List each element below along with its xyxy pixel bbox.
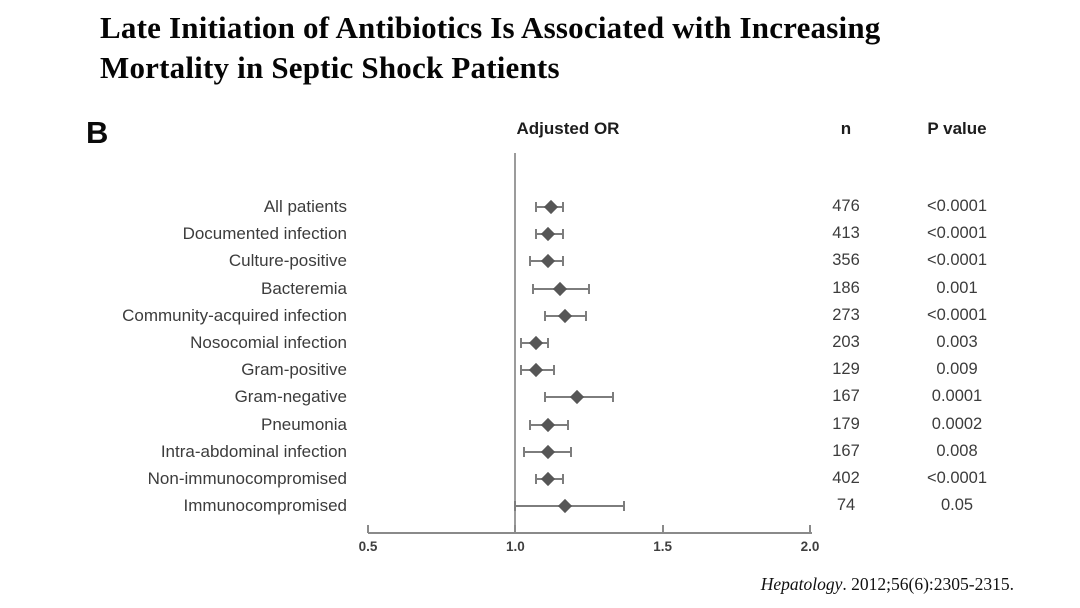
- row-label: Gram-negative: [234, 387, 347, 407]
- n-value: 476: [832, 197, 860, 215]
- ci-cap-low: [529, 419, 532, 430]
- ci-cap-low: [520, 338, 523, 348]
- or-marker: [540, 417, 555, 432]
- ci-cap-high: [546, 338, 549, 348]
- or-marker: [540, 227, 555, 242]
- column-header-n: n: [840, 119, 852, 138]
- p-value: 0.009: [936, 360, 978, 379]
- x-axis-line: [368, 532, 813, 534]
- slide-title-line1: Late Initiation of Antibiotics Is Associ…: [100, 10, 881, 45]
- ci-cap-low: [534, 202, 537, 212]
- ci-cap-low: [543, 392, 546, 403]
- row-label: All patients: [263, 197, 347, 216]
- ci-cap-low: [523, 446, 526, 457]
- n-value: 402: [832, 469, 860, 487]
- n-value: 413: [832, 224, 860, 243]
- x-axis-tick-label: 1.5: [653, 539, 673, 554]
- row-label: Intra-abdominal infection: [160, 441, 347, 461]
- n-value: 74: [836, 496, 856, 515]
- or-marker: [558, 308, 573, 323]
- p-value: <0.0001: [926, 305, 988, 324]
- ci-cap-low: [534, 229, 537, 240]
- row-label: Gram-positive: [241, 360, 347, 380]
- ci-cap-high: [585, 310, 588, 321]
- p-value: 0.05: [940, 496, 974, 515]
- p-value: 0.001: [936, 278, 978, 297]
- or-marker: [540, 254, 555, 269]
- x-axis-tick: [661, 525, 664, 533]
- ci-cap-high: [561, 229, 564, 240]
- ci-cap-high: [561, 474, 564, 484]
- n-value: 167: [832, 441, 860, 460]
- n-value: 167: [832, 387, 860, 406]
- slide-title: Late Initiation of Antibiotics Is Associ…: [100, 8, 1040, 88]
- row-label: Documented infection: [182, 224, 347, 244]
- ci-cap-low: [514, 501, 517, 512]
- ci-cap-high: [623, 501, 626, 512]
- ci-cap-high: [567, 419, 570, 430]
- row-label: Nosocomial infection: [190, 333, 347, 352]
- x-axis-tick: [367, 525, 369, 533]
- x-axis-tick: [809, 525, 812, 533]
- row-label: Bacteremia: [261, 278, 347, 298]
- or-marker: [540, 444, 555, 459]
- panel-label: B: [86, 115, 109, 150]
- or-marker: [528, 363, 544, 378]
- p-value: 0.0002: [931, 414, 983, 433]
- x-axis-tick: [514, 525, 517, 533]
- or-marker: [558, 499, 573, 514]
- citation: Hepatology. 2012;56(6):2305-2315.: [761, 574, 1014, 595]
- p-value: <0.0001: [926, 224, 988, 243]
- ci-cap-low: [520, 365, 523, 376]
- row-label: Pneumonia: [260, 414, 347, 434]
- ci-cap-low: [529, 256, 532, 267]
- p-value: <0.0001: [926, 469, 988, 487]
- n-value: 129: [832, 360, 860, 379]
- ci-cap-high: [588, 283, 591, 294]
- ci-cap-high: [561, 202, 564, 212]
- or-marker: [540, 471, 555, 487]
- x-axis-tick-label: 0.5: [358, 539, 378, 554]
- row-label: Culture-positive: [228, 251, 347, 271]
- ci-cap-high: [561, 256, 564, 267]
- x-axis-tick-label: 1.0: [505, 539, 525, 554]
- n-value: 203: [832, 333, 860, 351]
- column-header-p-value: P value: [927, 119, 987, 138]
- or-marker: [528, 335, 544, 351]
- ci-cap-high: [552, 365, 555, 376]
- row-label: Community-acquired infection: [122, 305, 347, 325]
- n-value: 179: [832, 414, 860, 433]
- ci-cap-low: [534, 474, 537, 484]
- citation-journal: Hepatology: [760, 574, 843, 594]
- p-value: 0.008: [936, 441, 978, 460]
- ci-cap-high: [611, 392, 614, 403]
- ci-cap-low: [543, 310, 546, 321]
- row-label: Immunocompromised: [183, 496, 347, 516]
- ci-cap-high: [570, 446, 573, 457]
- x-axis-tick-label: 2.0: [800, 539, 820, 554]
- p-value: 0.003: [936, 333, 978, 351]
- or-marker: [570, 390, 585, 405]
- n-value: 356: [832, 251, 860, 270]
- citation-rest: . 2012;56(6):2305-2315.: [842, 574, 1014, 594]
- column-header-adjusted-or: Adjusted OR: [516, 119, 620, 138]
- p-value: 0.0001: [931, 387, 983, 406]
- or-marker: [552, 281, 567, 296]
- n-value: 186: [832, 278, 860, 297]
- p-value: <0.0001: [926, 197, 988, 215]
- row-label: Non-immunocompromised: [147, 469, 347, 488]
- ci-cap-low: [532, 283, 535, 294]
- reference-line: [514, 153, 517, 532]
- p-value: <0.0001: [926, 251, 988, 270]
- n-value: 273: [832, 305, 860, 324]
- slide-title-line2: Mortality in Septic Shock Patients: [100, 50, 560, 85]
- or-marker: [543, 199, 558, 215]
